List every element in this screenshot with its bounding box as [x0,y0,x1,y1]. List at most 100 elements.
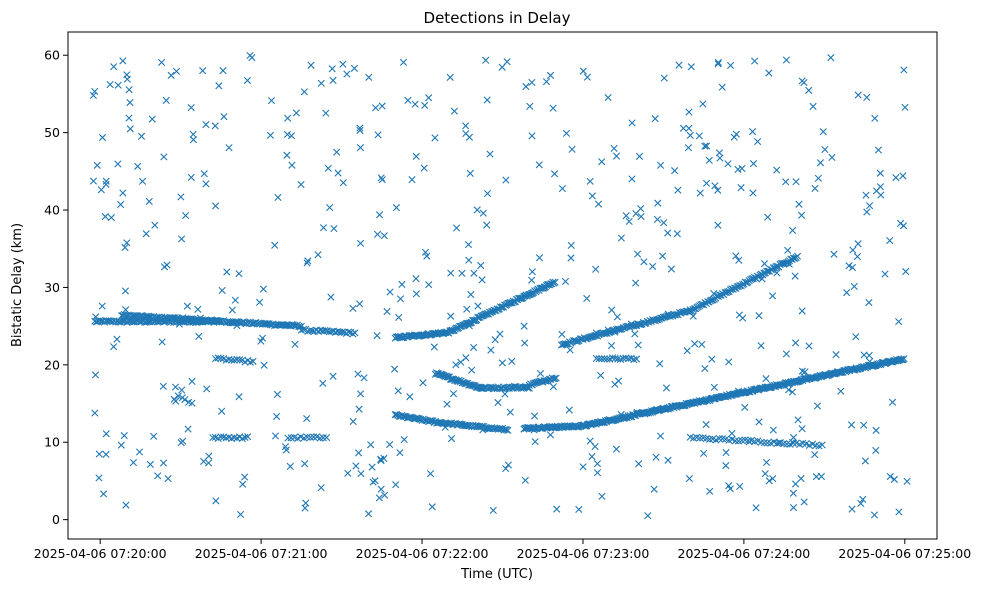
data-point [528,268,536,276]
data-point [501,390,509,398]
data-point [732,130,740,138]
y-tick-label: 30 [44,280,60,295]
data-point [189,130,197,138]
data-point [854,91,862,99]
data-point [321,326,329,335]
data-point [373,230,382,238]
data-point [428,503,436,511]
data-point [374,131,382,139]
data-point [175,320,183,328]
y-tick-label: 0 [52,512,60,527]
data-point [222,356,230,364]
y-tick-label: 40 [44,203,60,218]
data-point [338,328,346,336]
data-point [737,184,745,192]
data-point [592,354,600,363]
data-point [679,124,687,132]
data-point [805,342,813,350]
data-point [656,161,665,169]
plot-frame [67,31,938,540]
data-point [782,350,790,358]
data-point [760,439,768,447]
data-point [97,186,105,194]
data-point [592,265,600,273]
data-point [303,414,311,423]
data-point [420,164,428,172]
data-point [187,173,195,182]
data-point [404,96,412,104]
data-point [329,76,337,84]
data-point [142,230,150,238]
data-point [710,383,718,391]
data-point [546,71,555,79]
data-point [604,328,613,336]
data-point [632,279,640,287]
data-point [673,230,681,238]
data-point [568,145,576,153]
data-point [110,343,118,351]
data-point [343,70,351,78]
data-point [789,254,798,262]
data-point [430,343,438,351]
data-point [530,412,539,420]
data-point [199,67,207,75]
data-point [714,60,722,68]
data-point [714,186,722,194]
data-point [612,152,621,160]
data-point [795,200,803,208]
data-point [162,96,170,104]
data-point [530,426,538,434]
data-point [773,269,781,277]
data-point [151,221,159,229]
data-point [848,505,856,513]
data-point [561,277,570,286]
data-point [651,115,659,123]
data-point [457,358,465,366]
data-point [151,314,159,322]
data-point [652,453,660,461]
data-point [597,371,605,380]
data-point [714,58,722,67]
data-point [890,475,898,483]
data-point [478,384,486,393]
data-point [248,320,256,328]
data-point [502,465,510,473]
data-point [468,366,476,374]
data-point [114,160,122,168]
data-point [611,354,619,362]
data-point [307,61,315,69]
data-point [452,224,461,232]
data-point [487,346,495,354]
data-point [159,459,168,467]
data-point [600,355,609,363]
data-point [232,318,240,326]
data-point [739,314,747,322]
x-tick-label: 2025-04-06 07:20:00 [34,546,167,561]
data-point [588,192,596,200]
x-tick-label: 2025-04-06 07:23:00 [517,546,650,561]
data-point [715,434,723,443]
data-point [185,398,193,406]
data-point [399,58,408,66]
data-point [789,438,797,446]
data-point [731,437,739,445]
data-point [373,332,381,340]
data-point [586,437,594,445]
data-point [848,263,857,272]
data-point [632,209,640,218]
data-point [860,421,868,429]
data-point [398,280,406,288]
data-point [129,458,138,467]
data-point [328,65,336,73]
data-point [783,440,791,448]
data-point [517,294,525,303]
data-point [349,417,357,426]
data-point [421,248,430,256]
data-point [791,272,799,280]
data-point [715,149,724,157]
data-point [371,104,380,112]
data-point [244,433,252,441]
data-point [392,204,401,212]
data-point [814,174,822,182]
